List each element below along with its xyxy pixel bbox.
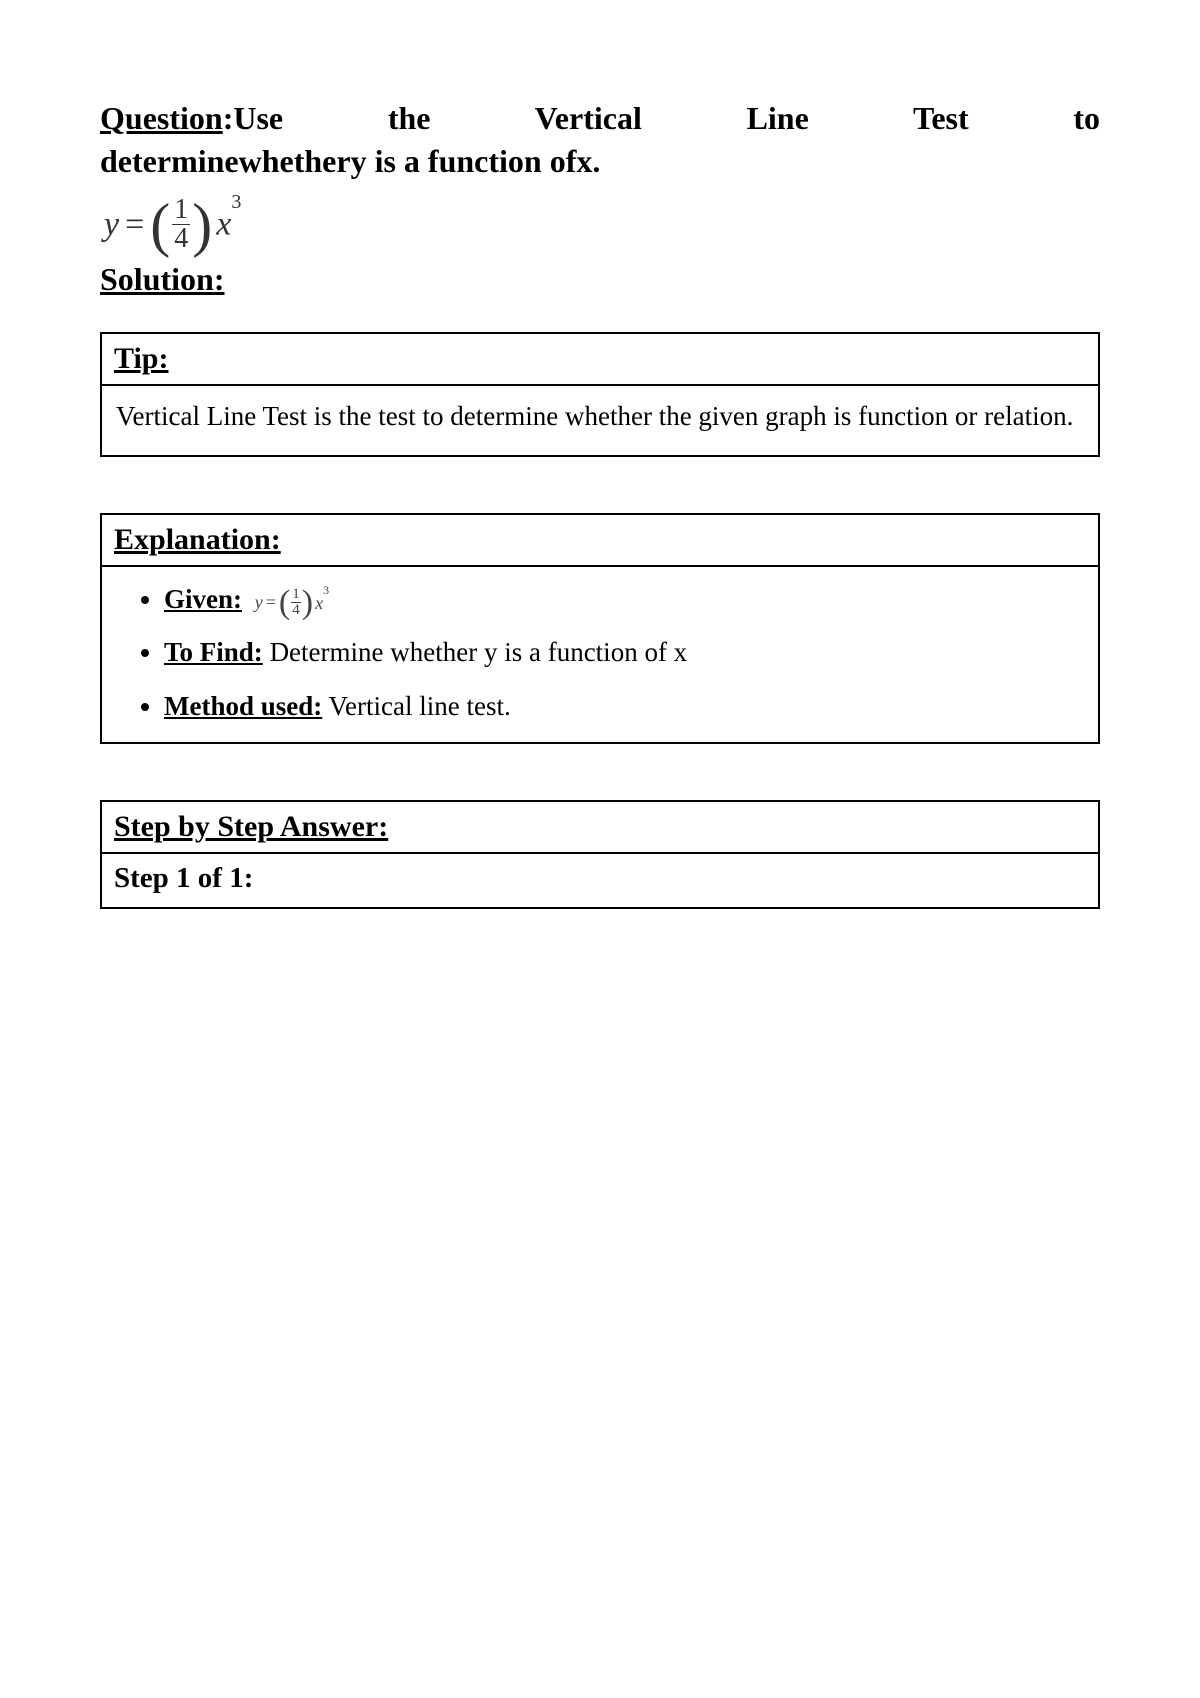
- equation-paren-group: ( 1 4 ): [150, 196, 212, 253]
- question-word-1: the: [388, 100, 431, 136]
- given-eq-exponent: 3: [323, 583, 329, 597]
- tip-box: Tip: Vertical Line Test is the test to d…: [100, 332, 1100, 457]
- equation-fraction: 1 4: [172, 196, 190, 253]
- given-fraction-den: 4: [291, 602, 301, 618]
- question-heading-line2: determinewhethery is a function ofx.: [100, 143, 1100, 180]
- question-label: Question: [100, 100, 223, 136]
- step-answer-header: Step by Step Answer:: [102, 802, 1098, 854]
- solution-label: Solution: [100, 261, 214, 297]
- given-fraction: 1 4: [291, 587, 301, 618]
- explanation-method-item: Method used: Vertical line test.: [164, 688, 1084, 726]
- tofind-label: To Find:: [164, 637, 263, 667]
- given-label: Given:: [164, 584, 242, 614]
- given-right-paren-icon: ): [302, 591, 313, 615]
- explanation-box: Explanation: Given: y = ( 1 4: [100, 513, 1100, 744]
- step-answer-box: Step by Step Answer: Step 1 of 1:: [100, 800, 1100, 909]
- tip-header: Tip:: [102, 334, 1098, 386]
- tofind-text: Determine whether y is a function of x: [263, 637, 687, 667]
- method-label: Method used:: [164, 691, 322, 721]
- left-paren-icon: (: [150, 201, 170, 249]
- explanation-header: Explanation:: [102, 515, 1098, 567]
- explanation-tofind-item: To Find: Determine whether y is a functi…: [164, 634, 1084, 672]
- solution-heading: Solution:: [100, 261, 1100, 298]
- right-paren-icon: ): [192, 201, 212, 249]
- given-eq-lhs: y: [255, 590, 263, 615]
- question-word-4: Test: [913, 100, 969, 136]
- explanation-body: Given: y = ( 1 4 ): [102, 567, 1098, 742]
- given-left-paren-icon: (: [279, 591, 290, 615]
- explanation-given-item: Given: y = ( 1 4 ): [164, 581, 1084, 619]
- method-text: Vertical line test.: [322, 691, 510, 721]
- fraction-denominator: 4: [172, 224, 190, 253]
- equation-exponent: 3: [231, 191, 241, 213]
- question-word-2: Vertical: [535, 100, 642, 136]
- given-fraction-num: 1: [291, 587, 301, 602]
- question-heading-line1: Question:Use the Vertical Line Test to: [100, 100, 1100, 137]
- main-equation: y = ( 1 4 ) x3: [104, 196, 1100, 253]
- equation-rhs-term: x3: [216, 205, 241, 243]
- given-eq-equals: =: [266, 590, 276, 615]
- question-word-3: Line: [747, 100, 809, 136]
- given-equation: y = ( 1 4 ) x3: [255, 587, 329, 618]
- question-text-prefix: :Use: [223, 100, 283, 136]
- fraction-numerator: 1: [172, 196, 190, 224]
- step-answer-body: Step 1 of 1:: [102, 854, 1098, 907]
- question-word-5: to: [1073, 100, 1100, 136]
- given-eq-rhs-var: x: [315, 593, 323, 613]
- equation-rhs-var: x: [216, 206, 231, 243]
- equation-lhs: y: [104, 206, 119, 244]
- tip-body: Vertical Line Test is the test to determ…: [102, 386, 1098, 455]
- equation-equals: =: [125, 206, 144, 244]
